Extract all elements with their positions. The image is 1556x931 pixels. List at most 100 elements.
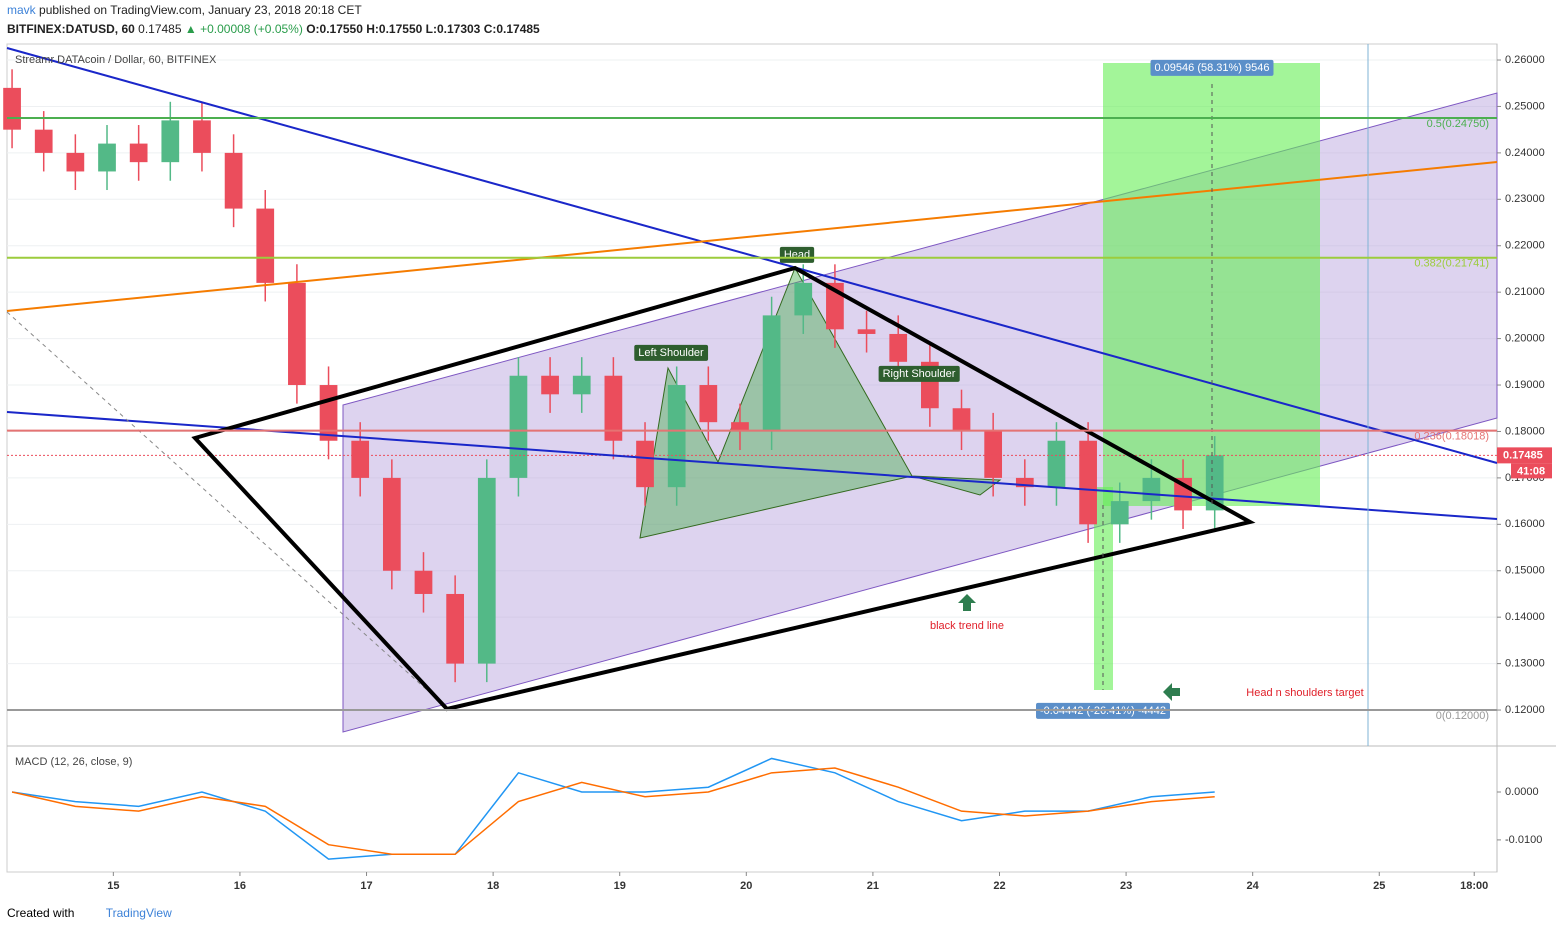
x-tick-label: 21: [867, 880, 879, 892]
y-tick-label: -0.0100: [1505, 834, 1542, 846]
y-tick-label: 0.20000: [1505, 333, 1545, 345]
quote-line: BITFINEX:DATUSD, 60 0.17485 ▲ +0.00008 (…: [7, 22, 540, 36]
y-tick-label: 0.22000: [1505, 240, 1545, 252]
candle-body: [3, 87, 21, 130]
footer: Created with TradingView: [7, 906, 172, 920]
y-tick-label: 0.23000: [1505, 193, 1545, 205]
candle-body: [477, 477, 496, 664]
x-tick-label: 22: [993, 880, 1005, 892]
macd-line: [11, 767, 1215, 856]
header-line: mavk published on TradingView.com, Janua…: [7, 3, 362, 17]
fib-label: 0.236(0.18018): [1414, 431, 1489, 443]
candle-body: [129, 143, 148, 163]
y-tick-label: 0.26000: [1505, 54, 1545, 66]
drawings-under: [342, 63, 1498, 733]
x-tick-label: 15: [107, 880, 119, 892]
candles: [3, 69, 1497, 683]
y-tick-label: 0.13000: [1505, 658, 1545, 670]
published: published on TradingView.com, January 23…: [39, 3, 362, 17]
o: O:0.17550: [306, 22, 363, 36]
candle-body: [889, 333, 908, 362]
candle-body: [193, 120, 211, 153]
candle-body: [984, 431, 1003, 478]
y-tick-label: 0.15000: [1505, 565, 1545, 577]
candle-body: [224, 152, 243, 209]
x-tick-label: 25: [1373, 880, 1385, 892]
candle-body: [161, 120, 180, 163]
price-tag: [1497, 447, 1552, 464]
y-tick-label: 0.19000: [1505, 379, 1545, 391]
x-tick-label: 24: [1247, 880, 1260, 892]
annotation: Left Shoulder: [638, 347, 704, 359]
y-tick-label: 0.21000: [1505, 286, 1545, 298]
x-tick-label: 23: [1120, 880, 1132, 892]
candle-body: [98, 143, 116, 172]
candle-body: [1047, 440, 1066, 488]
annotation: Head: [784, 249, 810, 261]
countdown-label: 41:08: [1517, 465, 1545, 477]
candle-body: [288, 282, 306, 386]
candle-body: [66, 152, 85, 172]
fib-label: 0.5(0.24750): [1427, 118, 1489, 130]
candle-body: [1205, 455, 1224, 511]
x-tick-label: 18:00: [1460, 880, 1488, 892]
last: 0.17485: [138, 22, 182, 36]
candle-body: [351, 440, 370, 478]
arrow-left: [1163, 683, 1180, 701]
y-tick-label: 0.0000: [1505, 786, 1539, 798]
author[interactable]: mavk: [7, 3, 36, 17]
symbol: BITFINEX:DATUSD, 60: [7, 22, 135, 36]
candle-body: [667, 385, 686, 488]
candle-body: [256, 208, 275, 283]
candle-body: [541, 375, 559, 395]
chart: Head Left Shoulder Right Shoulder 0.09546 (…: [3, 43, 1556, 892]
brand[interactable]: TradingView: [105, 906, 172, 920]
x-tick-label: 17: [360, 880, 372, 892]
candle-body: [414, 570, 433, 594]
candle-body: [952, 408, 971, 432]
y-tick-label: 0.16000: [1505, 518, 1545, 530]
x-tick-label: 19: [614, 880, 626, 892]
candle-body: [1110, 501, 1129, 525]
macd-title: MACD (12, 26, close, 9): [15, 756, 132, 768]
arrow-up: [958, 594, 976, 611]
y-tick-label: 0.14000: [1505, 611, 1545, 623]
candle-body: [857, 329, 876, 334]
triangle: [191, 265, 1256, 712]
annotation: black trend line: [930, 620, 1004, 632]
dashed-line: [6, 311, 448, 709]
candle-body: [794, 282, 813, 316]
candle-body: [699, 385, 718, 423]
candle-body: [762, 315, 781, 432]
annotation-box: [1150, 59, 1274, 76]
x-tick-label: 18: [487, 880, 499, 892]
candle-body: [34, 129, 53, 153]
y-tick-label: 0.25000: [1505, 100, 1545, 112]
annotation-box: [779, 246, 815, 263]
chart-title: Streamr DATAcoin / Dollar, 60, BITFINEX: [15, 54, 217, 66]
h: H:0.17550: [366, 22, 423, 36]
countdown-tag: [1511, 463, 1552, 479]
candle-body: [1142, 477, 1161, 502]
candle-body: [731, 422, 749, 432]
fib-label: 0(0.12000): [1436, 710, 1489, 722]
change: ▲ +0.00008 (+0.05%): [184, 22, 303, 36]
annotation: 0.09546 (58.31%) 9546: [1155, 62, 1270, 74]
y-tick-label: 0.12000: [1505, 704, 1545, 716]
candle-body: [572, 375, 591, 395]
candle-body: [1015, 477, 1034, 488]
annotation-box: [634, 344, 709, 361]
x-tick-label: 20: [740, 880, 752, 892]
annotation: Head n shoulders target: [1246, 687, 1363, 699]
annotation: Right Shoulder: [883, 368, 956, 380]
y-tick-label: 0.24000: [1505, 147, 1545, 159]
annotation-box: [878, 365, 960, 382]
l: L:0.17303: [425, 22, 481, 36]
price-tag-label: 0.17485: [1503, 449, 1543, 461]
macd-line: [11, 757, 1215, 860]
y-tick-label: 0.18000: [1505, 425, 1545, 437]
candle-body: [509, 375, 528, 478]
candle-body: [382, 477, 401, 571]
candle-body: [319, 385, 338, 441]
